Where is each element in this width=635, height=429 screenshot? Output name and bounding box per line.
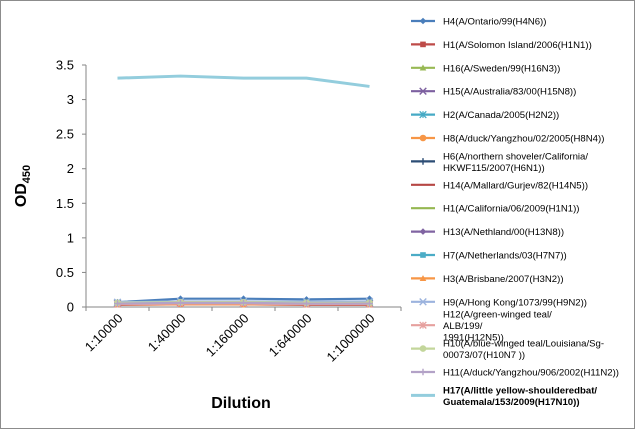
legend-label: H8(A/duck/Yangzhou/02/2005(H8N4)): [443, 134, 604, 145]
data-point: [240, 299, 247, 307]
legend-label: H17(A/little yellow-shoulderedbat/Guatem…: [443, 385, 597, 408]
legend-swatch-marker: [419, 298, 427, 306]
y-tick-label: 0: [67, 300, 74, 315]
legend-swatch-marker: [420, 252, 426, 258]
x-tick-label: 1:1000000: [324, 311, 378, 365]
series-17: [117, 74, 370, 88]
legend-entry: H2(A/Canada/2005(H2N2)): [411, 110, 559, 121]
data-point: [114, 300, 121, 307]
legend-entry: H11(A/duck/Yangzhou/906/2002(H11N2)): [411, 368, 619, 379]
data-point: [177, 295, 184, 303]
y-axis-title-main: OD: [13, 183, 30, 207]
legend-swatch-marker: [419, 321, 427, 329]
legend-entry: H16(A/Sweden/99(H16N3)): [411, 63, 560, 74]
legend-swatch-marker: [420, 41, 426, 48]
y-tick-label: 3: [67, 92, 74, 107]
legend-entry: H6(A/northern shoveler/California/HKWF11…: [411, 151, 588, 174]
legend-entry: H4(A/Ontario/99(H4N6)): [411, 17, 546, 28]
series-layer: [113, 74, 374, 308]
data-point: [240, 295, 247, 303]
legend-swatch-marker: [419, 134, 427, 142]
y-tick-label: 0.5: [56, 265, 74, 280]
legend-entry: H17(A/little yellow-shoulderedbat/Guatem…: [411, 385, 597, 408]
legend-entry: H1(A/California/06/2009(H1N1)): [411, 204, 580, 215]
legend-label: H13(A/Nethland/00(H13N8)): [443, 227, 564, 238]
y-axis-title: OD450: [13, 165, 33, 207]
data-point: [177, 299, 184, 307]
legend-label: H9(A/Hong Kong/1073/99(H9N2)): [443, 297, 587, 308]
series-16: [114, 299, 373, 307]
legend-swatch-marker: [419, 275, 427, 282]
legend-entry: H12(A/green-winged teal/ALB/199/1991(H12…: [411, 310, 552, 344]
x-tick-label: 1:40000: [145, 311, 189, 355]
legend-swatch-marker: [419, 110, 427, 119]
legend-entry: H3(A/Brisbane/2007(H3N2)): [411, 274, 564, 285]
legend-label: H12(A/green-winged teal/ALB/199/1991(H12…: [443, 310, 552, 344]
x-tick-label: 1:640000: [266, 311, 315, 360]
legend-entry: H15(A/Australia/83/00(H15N8)): [411, 87, 576, 98]
data-point: [303, 300, 310, 307]
series-line: [117, 74, 370, 88]
legend-swatch-marker: [419, 17, 427, 25]
legend-label: H6(A/northern shoveler/California/HKWF11…: [443, 151, 588, 174]
legend-label: H7(A/Netherlands/03(H7N7)): [443, 251, 567, 262]
legend-label: H3(A/Brisbane/2007(H3N2)): [443, 274, 564, 285]
y-tick-label: 2.5: [56, 127, 74, 142]
y-axis-title-subscript: 450: [21, 165, 33, 183]
legend-label: H15(A/Australia/83/00(H15N8)): [443, 87, 576, 98]
legend-entry: H1(A/Solomon Island/2006(H1N1)): [411, 40, 592, 51]
legend-label: H2(A/Canada/2005(H2N2)): [443, 110, 559, 121]
legend-entry: H14(A/Mallard/Gurjev/82(H14N5)): [411, 180, 588, 191]
data-point: [366, 295, 373, 303]
x-tick-label: 1:160000: [203, 311, 252, 360]
y-tick-label: 3.5: [56, 58, 74, 73]
y-tick-label: 2: [67, 161, 74, 176]
y-tick-label: 1: [67, 230, 74, 245]
legend-label: H1(A/California/06/2009(H1N1)): [443, 204, 580, 215]
legend-entry: H9(A/Hong Kong/1073/99(H9N2)): [411, 297, 587, 308]
legend-label: H1(A/Solomon Island/2006(H1N1)): [443, 40, 592, 51]
legend-entry: H13(A/Nethland/00(H13N8)): [411, 227, 564, 238]
legend-swatch-marker: [419, 158, 427, 165]
x-axis: 1:10000 1:40000 1:160000 1:640000 1:1000000: [82, 306, 402, 365]
legend-swatch-marker: [419, 87, 427, 95]
legend-swatch-marker: [419, 345, 427, 352]
data-point: [366, 300, 373, 307]
legend: H4(A/Ontario/99(H4N6)) H1(A/Solomon Islan…: [411, 17, 619, 408]
legend-entry: H7(A/Netherlands/03(H7N7)): [411, 251, 567, 262]
y-axis: 0 0.5 1 1.5 2 2.5 3 3.5: [56, 58, 87, 315]
legend-entry: H10(A/blue-winged teal/Louisiana/Sg-0007…: [411, 339, 604, 362]
legend-label: H14(A/Mallard/Gurjev/82(H14N5)): [443, 180, 588, 191]
legend-swatch-marker: [419, 228, 427, 235]
x-axis-title: Dilution: [211, 395, 271, 412]
legend-label: H4(A/Ontario/99(H4N6)): [443, 17, 546, 28]
legend-entry: H8(A/duck/Yangzhou/02/2005(H8N4)): [411, 134, 604, 145]
legend-label: H16(A/Sweden/99(H16N3)): [443, 63, 560, 74]
x-tick-label: 1:10000: [82, 311, 126, 355]
legend-label: H10(A/blue-winged teal/Louisiana/Sg-0007…: [443, 339, 604, 362]
legend-swatch-marker: [419, 368, 427, 376]
legend-label: H11(A/duck/Yangzhou/906/2002(H11N2)): [443, 368, 619, 379]
legend-swatch-marker: [419, 64, 427, 71]
y-tick-label: 1.5: [56, 196, 74, 211]
